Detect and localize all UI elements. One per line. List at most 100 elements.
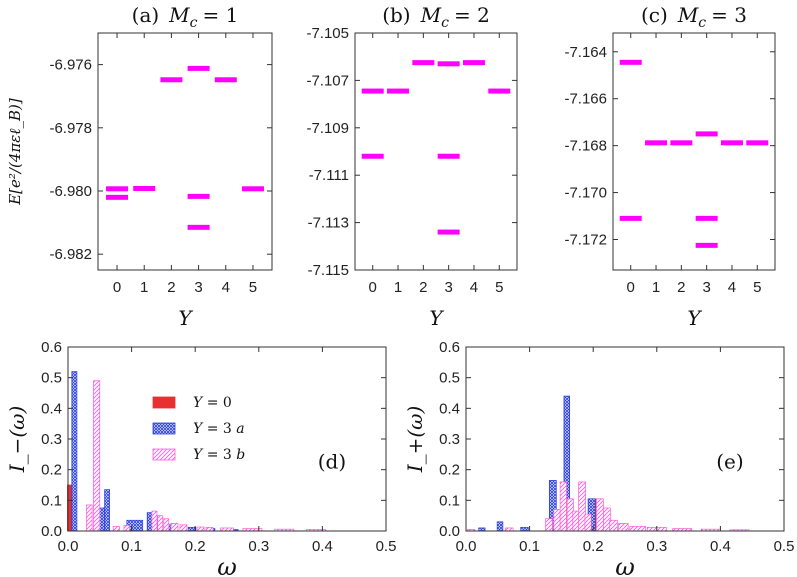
x-tick-label: 2 bbox=[419, 279, 427, 296]
x-tick-label: 5 bbox=[753, 279, 761, 296]
series-diagonal bbox=[86, 380, 326, 532]
spectral-bar bbox=[170, 522, 179, 532]
spectral-bar bbox=[163, 518, 170, 532]
spectral-bar bbox=[553, 509, 561, 532]
x-tick-label: 0.3 bbox=[646, 538, 667, 555]
x-tick-label: 0.0 bbox=[58, 538, 79, 555]
series-diagonal bbox=[466, 481, 750, 532]
y-tick-label: 0.5 bbox=[439, 370, 460, 387]
x-tick-label: 4 bbox=[470, 279, 478, 296]
energy-level-marker bbox=[437, 153, 460, 159]
y-tick-label: 0.1 bbox=[41, 492, 62, 509]
y-tick-label: -7.166 bbox=[564, 91, 607, 108]
panel-title-prefix: (b) bbox=[382, 3, 410, 27]
legend-label-part: = 3 bbox=[202, 447, 236, 463]
energy-level-marker bbox=[695, 131, 718, 137]
x-tick-label: 0 bbox=[369, 279, 377, 296]
y-tick-label: 0.3 bbox=[439, 431, 460, 448]
y-axis-label: I_−(ω) bbox=[5, 406, 29, 474]
panel-title-prefix: (a) bbox=[132, 3, 160, 27]
x-axis-label: Y bbox=[429, 306, 444, 330]
legend-label-part: b bbox=[236, 447, 245, 463]
y-tick-label: -7.107 bbox=[306, 72, 349, 89]
spectral-bar bbox=[187, 526, 197, 532]
x-tick-label: 1 bbox=[394, 279, 402, 296]
energy-level-marker bbox=[187, 224, 210, 230]
panel-title-sub: c bbox=[698, 15, 706, 31]
spectral-bar bbox=[618, 522, 629, 532]
spectral-bar bbox=[157, 515, 164, 532]
y-tick-label: 0.5 bbox=[41, 370, 62, 387]
x-tick-label: 0 bbox=[113, 279, 121, 296]
spectral-bar bbox=[112, 526, 120, 532]
panel-e-spectral-plus: 0.0 0.1 0.2 0.3 0.4 0.5 0.6 0.0 0.1 0.2 0.3 0.4 0.5 ω… bbox=[403, 339, 794, 577]
energy-level-marker bbox=[160, 77, 183, 83]
x-tick-label: 4 bbox=[222, 279, 230, 296]
energy-level-marker bbox=[106, 194, 129, 200]
x-tick-label: 0.2 bbox=[583, 538, 604, 555]
spectral-bar bbox=[104, 489, 111, 532]
spectral-bar bbox=[603, 507, 611, 532]
spectral-bar bbox=[93, 380, 101, 532]
x-tick-label: 0.1 bbox=[121, 538, 142, 555]
energy-level-marker bbox=[619, 215, 642, 221]
energy-level-marker bbox=[437, 61, 460, 67]
panel-title-prefix: (c) bbox=[641, 3, 668, 27]
y-tick-label: -6.982 bbox=[49, 246, 92, 263]
panel-label: (e) bbox=[716, 449, 743, 473]
plot-frame bbox=[612, 32, 776, 271]
plot-frame bbox=[67, 346, 387, 532]
spectral-bar bbox=[71, 371, 78, 532]
panel-a-energy-mc1: -6.976 -6.978 -6.980 -6.982 0 1 2 3 4 5 (a) Mc = 1 Y E… bbox=[6, 3, 273, 330]
x-axis-label: Y bbox=[687, 306, 702, 330]
panel-title: (b) Mc = 2 bbox=[382, 3, 490, 31]
legend-label: Y = 0 bbox=[193, 395, 232, 411]
energy-level-marker bbox=[133, 185, 156, 191]
y-tick-label: 0.6 bbox=[41, 339, 62, 356]
energy-level-marker bbox=[437, 229, 460, 235]
y-tick-label: 0.4 bbox=[439, 400, 460, 417]
y-tick-label: -7.164 bbox=[564, 44, 607, 61]
x-tick-label: 0.2 bbox=[185, 538, 206, 555]
energy-level-marker bbox=[361, 153, 384, 159]
panel-title-value: = 1 bbox=[203, 3, 239, 27]
panel-title-var: M bbox=[420, 3, 442, 27]
spectral-bar bbox=[520, 526, 529, 532]
x-tick-label: 5 bbox=[249, 279, 257, 296]
spectral-bar bbox=[545, 518, 553, 532]
y-tick-label: 0.1 bbox=[439, 492, 460, 509]
spectral-bar bbox=[86, 504, 93, 532]
y-tick-label: -7.170 bbox=[564, 185, 607, 202]
y-axis-label: I_+(ω) bbox=[403, 406, 427, 474]
legend-label-part: = 3 bbox=[202, 421, 236, 437]
x-tick-label: 1 bbox=[652, 279, 660, 296]
energy-level-marker bbox=[106, 186, 129, 192]
x-tick-label: 0.5 bbox=[376, 538, 397, 555]
energy-level-marker bbox=[720, 140, 743, 146]
energy-level-marker bbox=[488, 88, 511, 94]
y-axis-label: E[e²/(4πεℓ_B)] bbox=[6, 98, 24, 206]
y-tick-label: -7.111 bbox=[309, 167, 349, 184]
x-tick-label: 0.4 bbox=[312, 538, 333, 555]
y-tick-label: -7.105 bbox=[306, 25, 349, 42]
y-tick-label: 0.4 bbox=[41, 400, 62, 417]
y-tick-label: 0.0 bbox=[439, 523, 460, 540]
x-axis-label: ω bbox=[615, 553, 635, 577]
y-tick-label: -6.976 bbox=[49, 57, 92, 74]
legend-swatch bbox=[152, 448, 176, 461]
energy-level-marker bbox=[645, 140, 668, 146]
panel-b-energy-mc2: -7.105 -7.107 -7.109 -7.111 -7.113 -7.115 0 1 2 3… bbox=[306, 3, 518, 330]
x-tick-label: 2 bbox=[167, 279, 175, 296]
x-axis-label: Y bbox=[178, 306, 193, 330]
x-axis-label: ω bbox=[217, 553, 237, 577]
panel-title-value: = 3 bbox=[711, 3, 747, 27]
plot-frame bbox=[97, 32, 273, 271]
spectral-bar bbox=[123, 525, 131, 532]
legend-label-part: Y bbox=[193, 421, 204, 437]
energy-level-marker bbox=[462, 60, 485, 66]
energy-level-marker bbox=[361, 88, 384, 94]
energy-level-marker bbox=[746, 140, 769, 146]
legend-label-part: Y bbox=[193, 447, 204, 463]
energy-level-marker bbox=[214, 77, 237, 83]
spectral-bar bbox=[596, 498, 604, 532]
